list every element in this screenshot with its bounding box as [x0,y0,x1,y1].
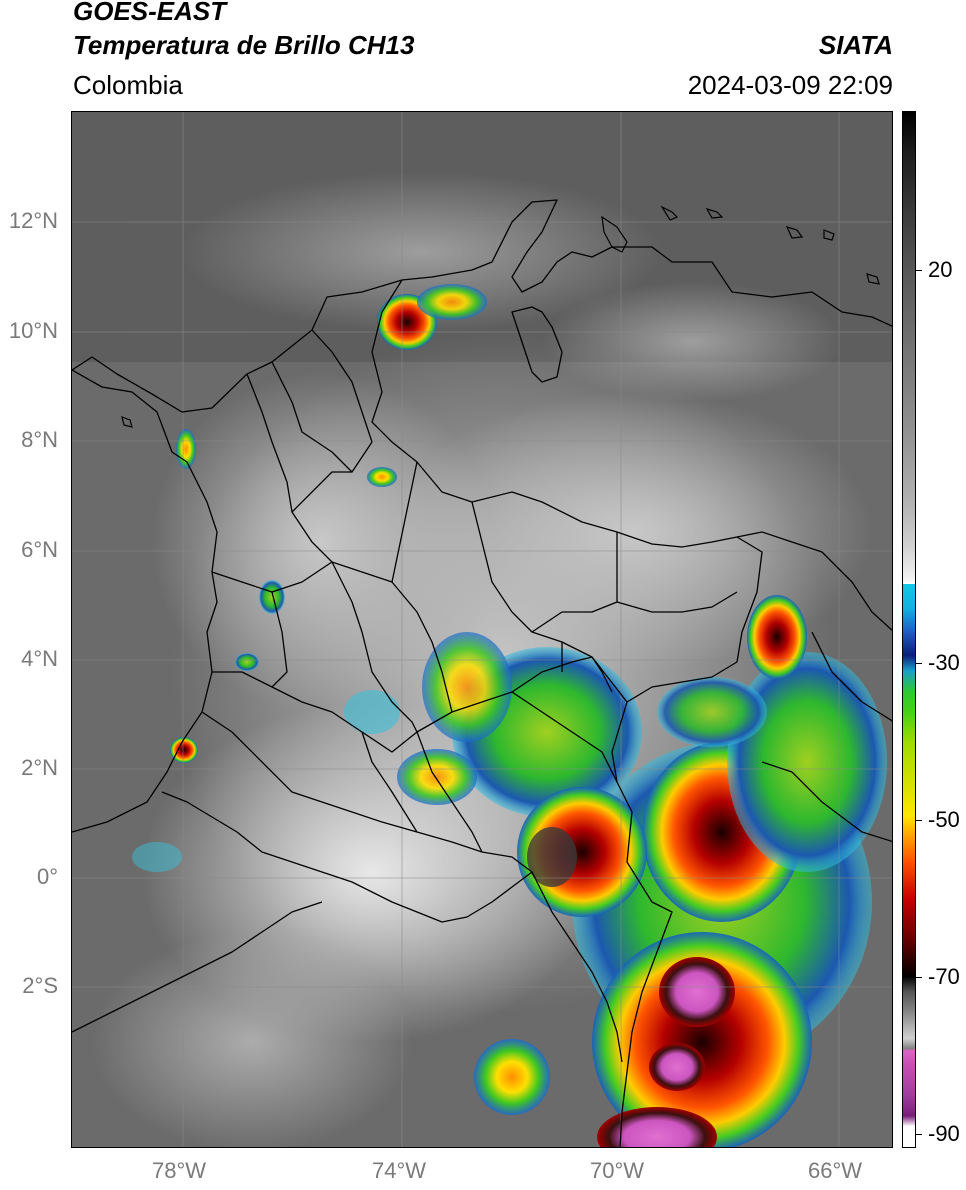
lat-label-6n: 6°N [21,537,58,562]
lon-label-70w: 70°W [590,1158,645,1183]
map-image [72,112,892,1147]
agency-title: SIATA [818,30,893,60]
satellite-map [71,111,893,1148]
colorbar-label-minus70: -70 [928,964,960,989]
colorbar-tick [916,1134,922,1135]
lon-label-74w: 74°W [372,1158,427,1183]
lat-label-10n: 10°N [8,318,58,343]
product-title: Temperatura de Brillo CH13 [73,30,415,60]
lon-label-78w: 78°W [152,1158,207,1183]
region-title: Colombia [73,70,183,100]
lat-label-8n: 8°N [21,427,58,452]
lat-label-4n: 4°N [21,646,58,671]
colorbar-label-20: 20 [928,257,953,282]
title-block: GOES-EAST Temperatura de Brillo CH13 Col… [73,0,893,110]
colorbar-tick [916,663,922,664]
lat-label-12n: 12°N [8,208,58,233]
colorbar [902,111,916,1148]
colorbar-tick [916,977,922,978]
colorbar-label-minus90: -90 [928,1121,960,1146]
colorbar-label-minus50: -50 [928,807,960,832]
satellite-title: GOES-EAST [73,0,227,26]
colorbar-label-minus30: -30 [928,650,960,675]
timestamp-title: 2024-03-09 22:09 [687,70,893,100]
lat-label-2n: 2°N [21,755,58,780]
lon-label-66w: 66°W [808,1158,863,1183]
lat-label-0: 0° [36,864,58,889]
colorbar-tick [916,820,922,821]
colorbar-tick [916,270,922,271]
lat-label-2s: 2°S [22,973,58,998]
